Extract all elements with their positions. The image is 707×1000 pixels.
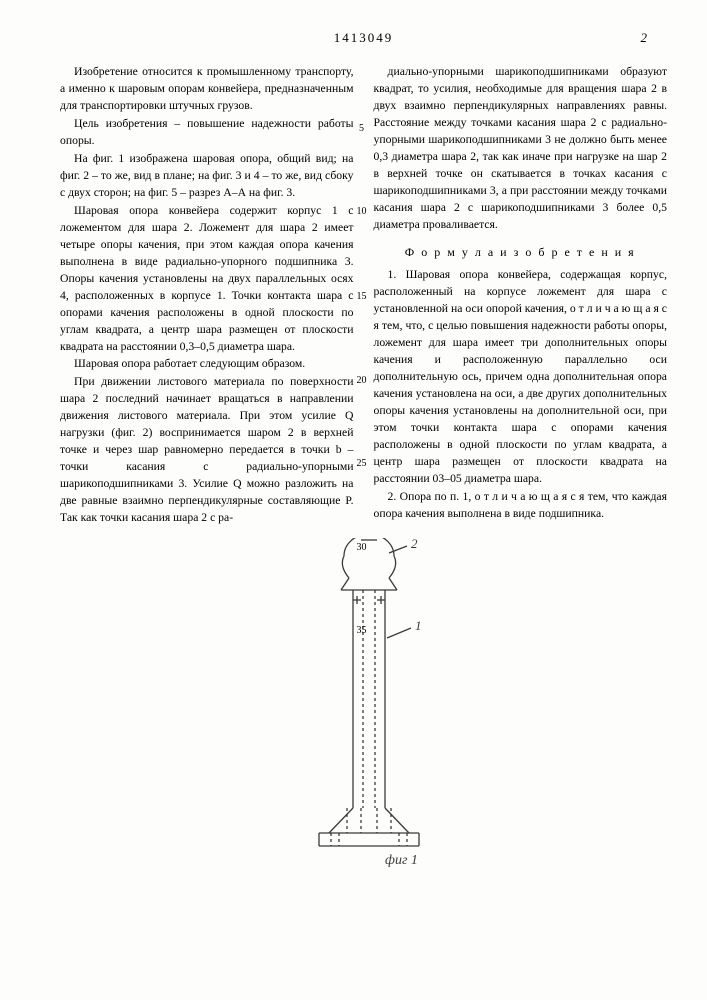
para-construction: Шаровая опора конвейера содержит корпус … bbox=[60, 203, 354, 356]
figure-1-svg: 2 1 фиг 1 bbox=[279, 538, 449, 868]
page-number: 2 bbox=[641, 30, 648, 46]
claim-2: 2. Опора по п. 1, о т л и ч а ю щ а я с … bbox=[374, 489, 668, 523]
para-figs: На фиг. 1 изображена шаровая опора, общи… bbox=[60, 151, 354, 202]
line-mark-25: 25 bbox=[356, 457, 368, 472]
para-continuation: диально-упорными шарикоподшипниками обра… bbox=[374, 64, 668, 234]
figure-label: фиг 1 bbox=[385, 853, 418, 868]
text-columns: 5 10 15 20 25 30 35 Изобретение относитс… bbox=[60, 64, 667, 528]
line-mark-30: 30 bbox=[356, 541, 368, 556]
claim-1: 1. Шаровая опора конвейера, содержащая к… bbox=[374, 267, 668, 488]
line-mark-35: 35 bbox=[356, 624, 368, 639]
formula-heading: Ф о р м у л а и з о б р е т е н и я bbox=[374, 244, 668, 261]
callout-1: 1 bbox=[415, 618, 422, 633]
para-operation-head: Шаровая опора работает следующим образом… bbox=[60, 356, 354, 373]
callout-2: 2 bbox=[411, 538, 418, 551]
right-column: диально-упорными шарикоподшипниками обра… bbox=[374, 64, 668, 528]
page-container: 1413049 2 5 10 15 20 25 30 35 Изобретени… bbox=[0, 0, 707, 1000]
document-number: 1413049 bbox=[60, 30, 667, 46]
line-mark-10: 10 bbox=[356, 205, 368, 220]
figure-1: 2 1 фиг 1 bbox=[60, 538, 667, 868]
para-operation: При движении листового материала по пове… bbox=[60, 374, 354, 527]
para-aim: Цель изобретения – повышение надежности … bbox=[60, 116, 354, 150]
left-column: 5 10 15 20 25 30 35 Изобретение относитс… bbox=[60, 64, 354, 528]
line-mark-5: 5 bbox=[356, 122, 368, 137]
line-mark-15: 15 bbox=[356, 290, 368, 305]
para-intro: Изобретение относится к промышленному тр… bbox=[60, 64, 354, 115]
line-mark-20: 20 bbox=[356, 374, 368, 389]
